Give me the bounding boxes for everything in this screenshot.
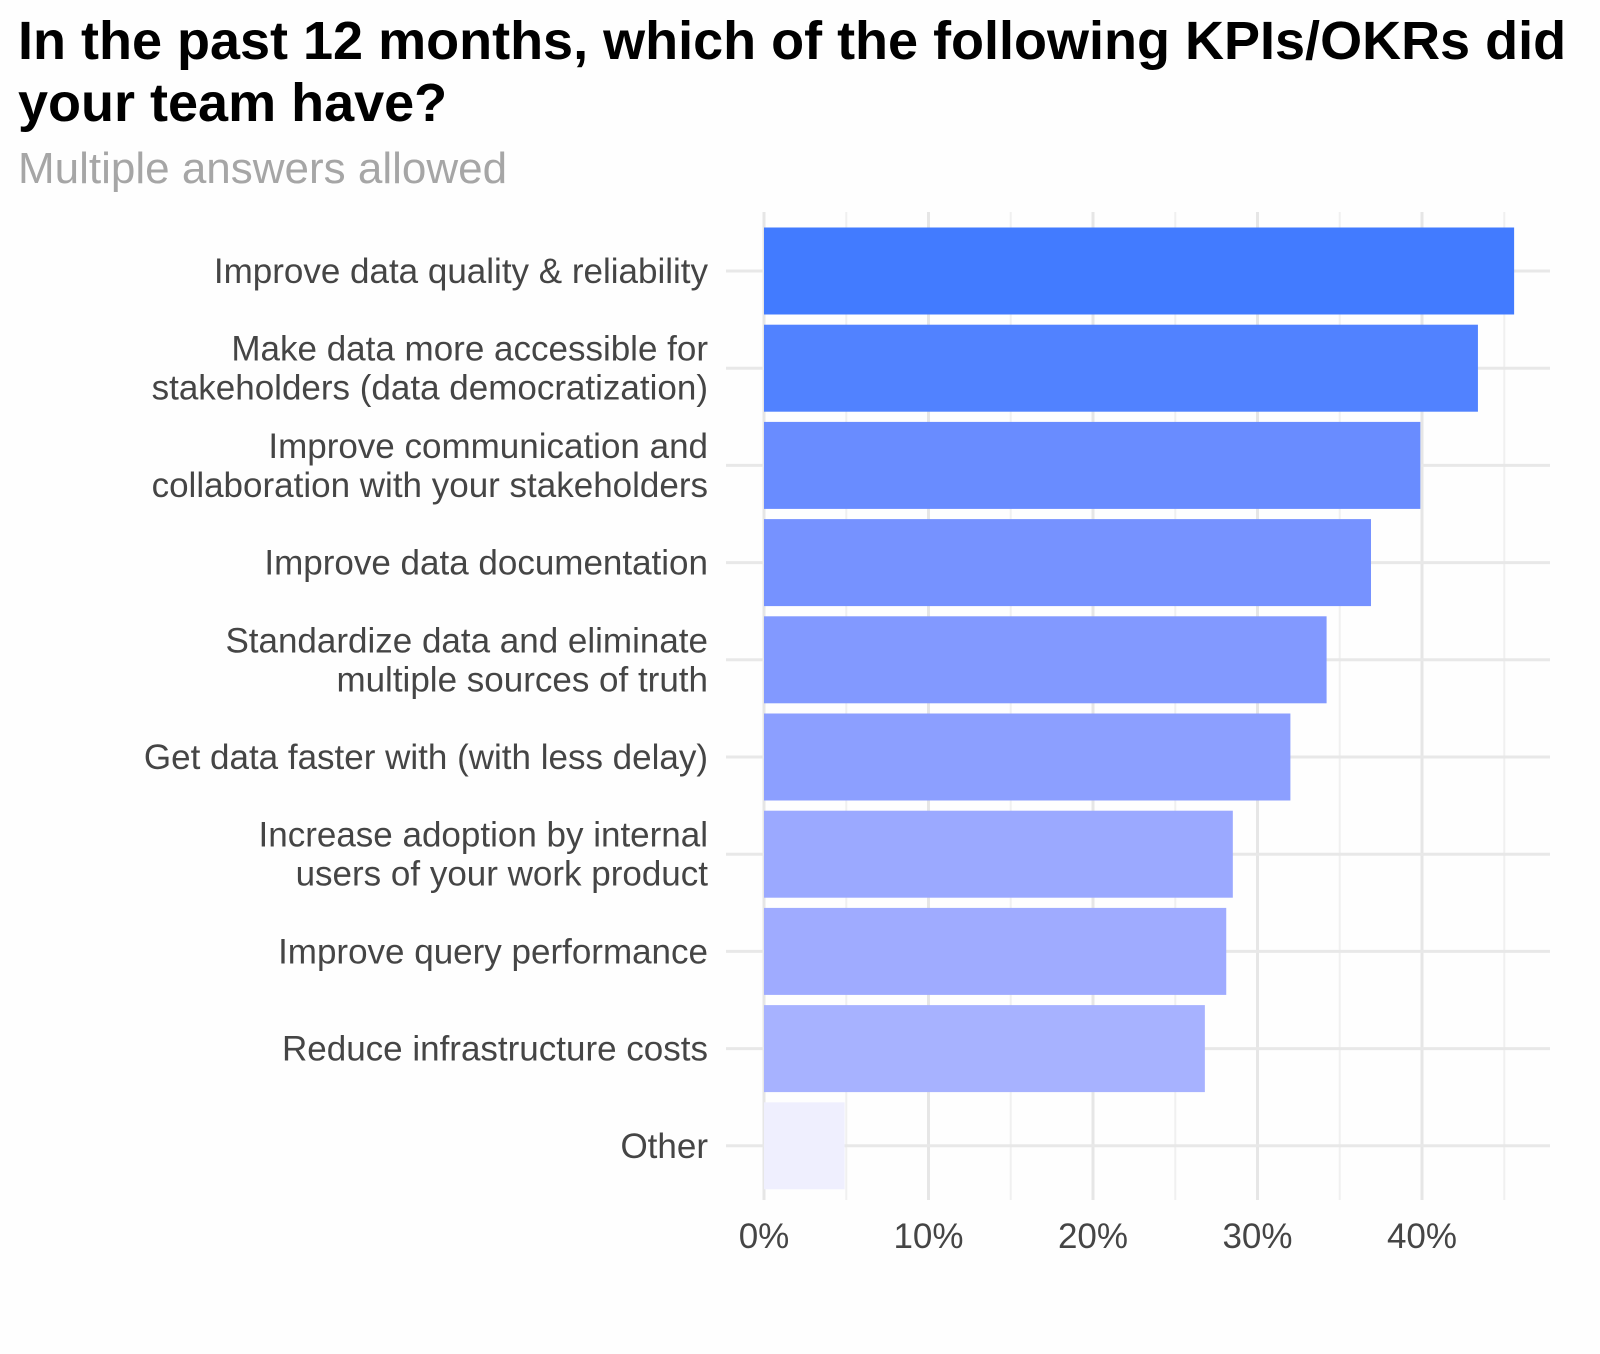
category-label: Make data more accessible for [231, 330, 708, 369]
category-label: Reduce infrastructure costs [282, 1030, 708, 1069]
bar [764, 1005, 1205, 1093]
bar [764, 713, 1291, 801]
x-tick-label: 40% [1387, 1217, 1457, 1256]
chart-subtitle: Multiple answers allowed [18, 144, 508, 193]
bar [764, 519, 1372, 607]
bar [764, 810, 1233, 898]
category-label: multiple sources of truth [336, 660, 708, 699]
category-label: Increase adoption by internal [259, 816, 708, 855]
bar [764, 907, 1227, 995]
category-label: collaboration with your stakeholders [152, 466, 708, 505]
category-label: Improve query performance [278, 932, 708, 971]
category-label: Get data faster with (with less delay) [144, 738, 708, 777]
x-tick-label: 0% [739, 1217, 790, 1256]
bar [764, 324, 1478, 412]
x-tick-label: 10% [893, 1217, 963, 1256]
category-label: Improve communication and [268, 427, 708, 466]
category-label: Improve data documentation [264, 544, 708, 583]
category-labels: Improve data quality & reliability Make d… [144, 252, 709, 1166]
x-tick-label: 20% [1058, 1217, 1128, 1256]
category-label: Other [620, 1127, 708, 1166]
bars [764, 227, 1515, 1190]
x-axis-ticks: 0% 10% 20% 30% 40% [739, 1217, 1457, 1256]
bar [764, 421, 1421, 509]
bar [764, 1102, 845, 1190]
bar [764, 227, 1515, 315]
x-tick-label: 30% [1222, 1217, 1292, 1256]
category-label: users of your work product [296, 855, 709, 894]
category-label: Standardize data and eliminate [225, 621, 708, 660]
bar [764, 616, 1327, 704]
chart-title: In the past 12 months, which of the foll… [18, 11, 1567, 133]
category-label: stakeholders (data democratization) [152, 369, 708, 408]
category-label: Improve data quality & reliability [214, 252, 709, 291]
